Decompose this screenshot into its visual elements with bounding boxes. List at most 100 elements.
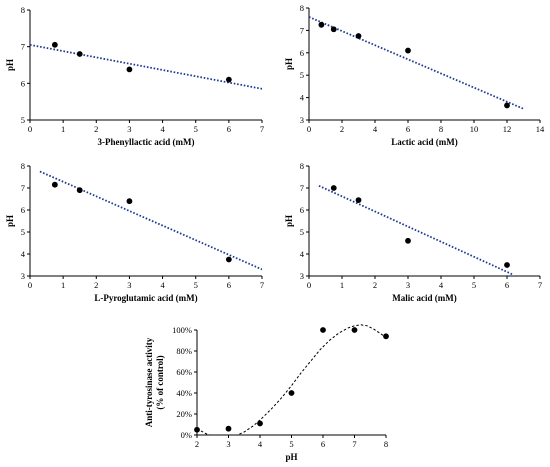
y-tick-label: 7: [21, 183, 25, 193]
y-axis-label: pH: [284, 215, 294, 227]
fit-curve: [197, 324, 386, 435]
y-tick-label: 4: [21, 249, 26, 259]
x-tick-label: 5: [194, 280, 198, 290]
chart-5: 2 3 4 5 6 7 80%20%40%60%80%100%pHAnti-tyrosina…: [144, 324, 389, 462]
data-point: [225, 425, 232, 432]
x-tick-label: 2: [373, 280, 377, 290]
x-tick-label: 14: [536, 124, 545, 134]
y-tick-label: 8: [21, 161, 25, 171]
x-axis-label: 3-Phenyllactic acid (mM): [98, 137, 195, 147]
x-tick-label: 4: [160, 124, 165, 134]
data-point: [76, 51, 83, 57]
x-tick-label: 2: [94, 124, 98, 134]
chart-2: 0 2 4 6 8 10 12 14 3 4 5 6 7 8 Lactic acid (mM) pH: [284, 3, 545, 147]
x-tick-label: 3: [127, 280, 131, 290]
y-tick-label: 5: [300, 227, 304, 237]
x-tick-label: 7: [260, 280, 264, 290]
x-tick-label: 3: [226, 439, 230, 449]
chart-3: 0 1 2 3 4 5 6 7 3 4 5 6 7 8 L-Pyroglutamic acid (mM) pH: [5, 161, 264, 303]
data-point: [318, 21, 325, 28]
y-tick-label: 6: [300, 205, 304, 215]
y-axis-label: pH: [5, 59, 15, 71]
data-point: [51, 41, 58, 48]
y-tick-label: 8: [21, 5, 25, 15]
y-tick-label: 60%: [176, 367, 192, 377]
data-point: [126, 198, 133, 205]
x-tick-label: 3: [127, 124, 131, 134]
trendline: [30, 43, 262, 90]
x-tick-label: 2: [340, 124, 344, 134]
x-tick-label: 8: [384, 439, 388, 449]
y-tick-label: 6: [300, 48, 304, 58]
data-point: [194, 426, 200, 433]
y-tick-label: 100%: [172, 325, 192, 335]
data-point: [351, 327, 358, 333]
x-tick-label: 0: [28, 280, 32, 290]
x-tick-label: 4: [439, 280, 444, 290]
y-tick-label: 40%: [176, 388, 192, 398]
y-tick-label: 5: [21, 227, 25, 237]
y-tick-label: 80%: [176, 346, 192, 356]
x-tick-label: 8: [439, 124, 443, 134]
trendline: [318, 184, 514, 276]
data-point: [355, 197, 362, 204]
y-tick-label: 4: [300, 93, 305, 103]
y-tick-label: 7: [300, 25, 304, 35]
data-point: [288, 390, 295, 396]
trendline: [39, 170, 262, 271]
data-point: [330, 185, 337, 191]
x-tick-label: 3: [406, 280, 410, 290]
chart-1: 0 1 2 3 4 5 6 7 5 6 7 8 3-Phenyllactic acid (mM) pH: [5, 5, 264, 147]
x-tick-label: 7: [352, 439, 356, 449]
x-axis-label: pH: [285, 452, 297, 462]
data-point: [405, 237, 411, 244]
x-tick-label: 6: [227, 124, 231, 134]
x-tick-label: 12: [503, 124, 512, 134]
x-tick-label: 2: [94, 280, 98, 290]
y-tick-label: 3: [300, 271, 304, 281]
x-tick-label: 5: [289, 439, 293, 449]
x-tick-label: 7: [260, 124, 264, 134]
x-tick-label: 6: [505, 280, 509, 290]
x-tick-label: 0: [307, 124, 311, 134]
x-tick-label: 6: [227, 280, 231, 290]
trendline: [309, 16, 524, 110]
x-tick-label: 2: [195, 439, 199, 449]
y-tick-label: 20%: [176, 409, 192, 419]
data-point: [383, 333, 389, 340]
y-tick-label: 7: [300, 183, 304, 193]
y-axis-label: pH: [284, 58, 294, 70]
x-axis-label: Malic acid (mM): [392, 293, 456, 303]
data-point: [225, 256, 232, 263]
x-tick-label: 4: [258, 439, 263, 449]
data-point: [320, 327, 326, 333]
y-tick-label: 6: [21, 78, 25, 88]
y-tick-label: 3: [21, 271, 25, 281]
x-tick-label: 6: [406, 124, 410, 134]
y-tick-label: 8: [300, 161, 304, 171]
x-axis-label: Lactic acid (mM): [391, 137, 457, 147]
y-tick-label: 8: [300, 3, 304, 13]
y-tick-label: 4: [300, 249, 305, 259]
data-point: [504, 262, 510, 268]
x-tick-label: 0: [307, 280, 311, 290]
y-tick-label: 0%: [181, 430, 192, 440]
x-tick-label: 10: [470, 124, 479, 134]
data-point: [405, 47, 411, 54]
chart-4: 0 1 2 3 4 5 6 7 3 4 5 6 7 8 Malic acid (mM) pH: [284, 161, 542, 303]
x-tick-label: 1: [61, 124, 65, 134]
x-tick-label: 1: [340, 280, 344, 290]
y-tick-label: 5: [300, 70, 304, 80]
y-tick-label: 7: [21, 42, 25, 52]
data-point: [355, 33, 362, 39]
data-point: [76, 187, 83, 194]
data-point: [504, 102, 510, 109]
y-tick-label: 6: [21, 205, 25, 215]
x-axis-label: L-Pyroglutamic acid (mM): [94, 293, 197, 303]
data-point: [225, 76, 232, 83]
x-tick-label: 4: [373, 124, 378, 134]
x-tick-label: 7: [538, 280, 542, 290]
data-point: [51, 181, 58, 188]
x-tick-label: 5: [472, 280, 476, 290]
